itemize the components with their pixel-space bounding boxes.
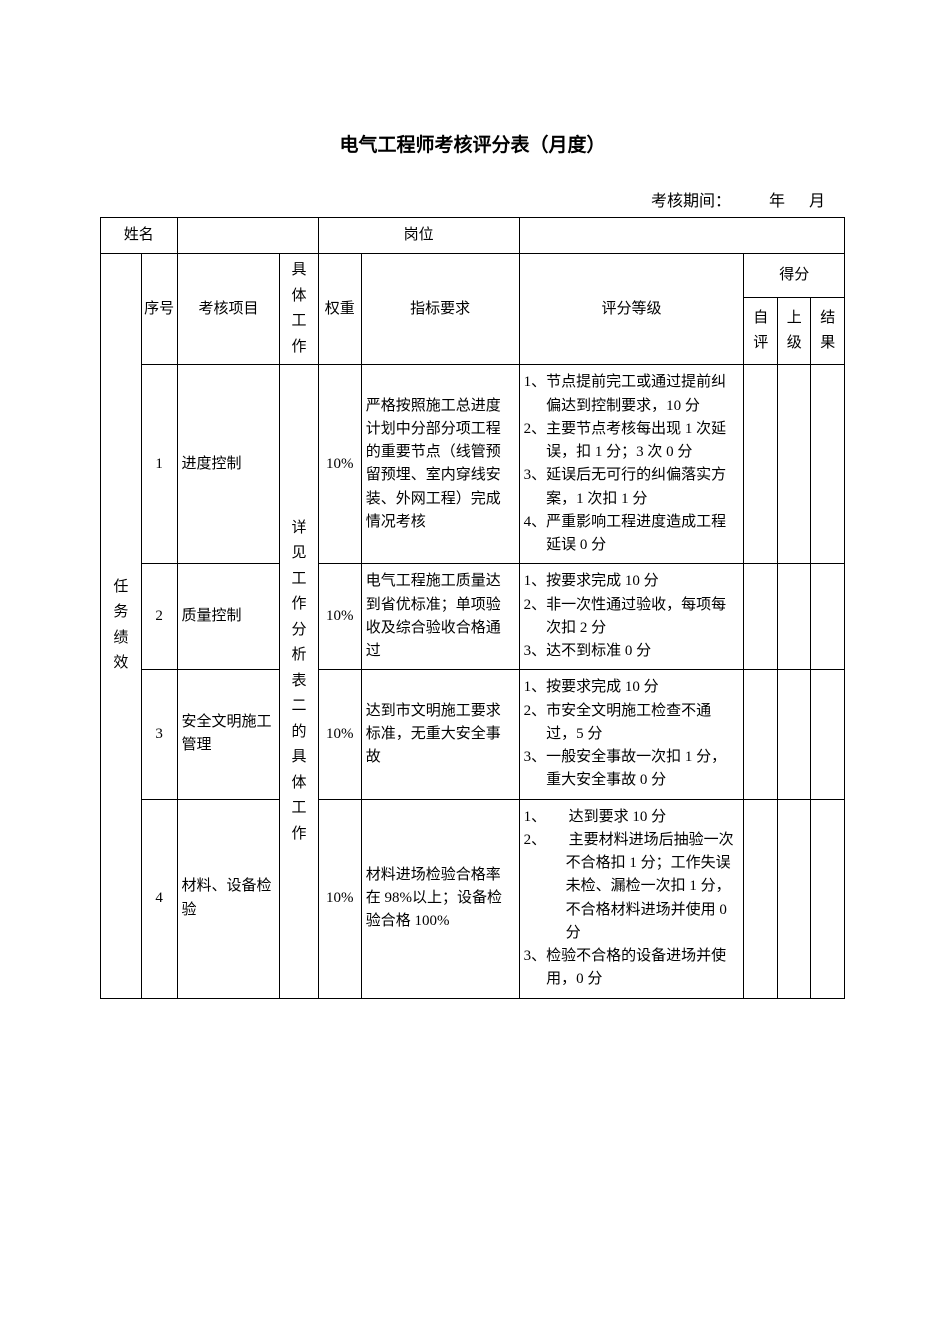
row-res bbox=[811, 365, 845, 564]
evaluation-table: 姓名 岗位 任务绩效 序号 考核项目 具体工作 权重 指标要求 评分等级 得分 … bbox=[100, 217, 845, 999]
row-self bbox=[744, 564, 777, 670]
pos-label: 岗位 bbox=[318, 218, 519, 254]
page-title: 电气工程师考核评分表（月度） bbox=[100, 130, 845, 157]
row-no: 2 bbox=[141, 564, 177, 670]
row-sup bbox=[777, 564, 810, 670]
row-sup bbox=[777, 799, 810, 998]
table-row: 2 质量控制 10% 电气工程施工质量达到省优标准；单项验收及综合验收合格通过 … bbox=[101, 564, 845, 670]
period-month-suffix: 月 bbox=[809, 187, 825, 211]
header-name-row: 姓名 岗位 bbox=[101, 218, 845, 254]
row-no: 3 bbox=[141, 670, 177, 799]
row-self bbox=[744, 799, 777, 998]
pos-value bbox=[519, 218, 844, 254]
period-line: 考核期间： 年 月 bbox=[100, 187, 845, 211]
row-self bbox=[744, 365, 777, 564]
col-res: 结果 bbox=[811, 297, 845, 364]
row-weight: 10% bbox=[318, 564, 361, 670]
row-no: 1 bbox=[141, 365, 177, 564]
row-req: 材料进场检验合格率在 98%以上；设备检验合格 100% bbox=[361, 799, 519, 998]
col-weight: 权重 bbox=[318, 254, 361, 365]
name-value bbox=[177, 218, 318, 254]
row-res bbox=[811, 670, 845, 799]
row-levels: 1、按要求完成 10 分 2、非一次性通过验收，每项每次扣 2 分 3、达不到标… bbox=[519, 564, 744, 670]
category-cell: 任务绩效 bbox=[101, 254, 142, 998]
col-sup: 上级 bbox=[777, 297, 810, 364]
col-item: 考核项目 bbox=[177, 254, 280, 365]
row-sup bbox=[777, 670, 810, 799]
row-res bbox=[811, 799, 845, 998]
row-sup bbox=[777, 365, 810, 564]
col-score: 得分 bbox=[744, 254, 845, 298]
row-res bbox=[811, 564, 845, 670]
row-weight: 10% bbox=[318, 670, 361, 799]
table-row: 4 材料、设备检验 10% 材料进场检验合格率在 98%以上；设备检验合格 10… bbox=[101, 799, 845, 998]
col-level: 评分等级 bbox=[519, 254, 744, 365]
col-work: 具体工作 bbox=[280, 254, 318, 365]
period-year-suffix: 年 bbox=[769, 187, 785, 211]
row-weight: 10% bbox=[318, 365, 361, 564]
row-req: 达到市文明施工要求标准，无重大安全事故 bbox=[361, 670, 519, 799]
work-detail: 详见工作分析表二的具体工作 bbox=[280, 365, 318, 998]
row-weight: 10% bbox=[318, 799, 361, 998]
row-self bbox=[744, 670, 777, 799]
row-item: 安全文明施工管理 bbox=[177, 670, 280, 799]
name-label: 姓名 bbox=[101, 218, 178, 254]
col-req: 指标要求 bbox=[361, 254, 519, 365]
row-levels: 1、按要求完成 10 分 2、市安全文明施工检查不通过，5 分 3、一般安全事故… bbox=[519, 670, 744, 799]
table-row: 1 进度控制 详见工作分析表二的具体工作 10% 严格按照施工总进度计划中分部分… bbox=[101, 365, 845, 564]
row-item: 进度控制 bbox=[177, 365, 280, 564]
row-req: 电气工程施工质量达到省优标准；单项验收及综合验收合格通过 bbox=[361, 564, 519, 670]
row-no: 4 bbox=[141, 799, 177, 998]
col-seq: 序号 bbox=[141, 254, 177, 365]
row-item: 材料、设备检验 bbox=[177, 799, 280, 998]
row-item: 质量控制 bbox=[177, 564, 280, 670]
row-req: 严格按照施工总进度计划中分部分项工程的重要节点（线管预留预埋、室内穿线安装、外网… bbox=[361, 365, 519, 564]
period-label: 考核期间： bbox=[651, 187, 731, 211]
row-levels: 1、 达到要求 10 分 2、 主要材料进场后抽验一次不合格扣 1 分；工作失误… bbox=[519, 799, 744, 998]
row-levels: 1、节点提前完工或通过提前纠偏达到控制要求，10 分 2、主要节点考核每出现 1… bbox=[519, 365, 744, 564]
column-header-row-1: 任务绩效 序号 考核项目 具体工作 权重 指标要求 评分等级 得分 bbox=[101, 254, 845, 298]
col-self: 自评 bbox=[744, 297, 777, 364]
table-row: 3 安全文明施工管理 10% 达到市文明施工要求标准，无重大安全事故 1、按要求… bbox=[101, 670, 845, 799]
